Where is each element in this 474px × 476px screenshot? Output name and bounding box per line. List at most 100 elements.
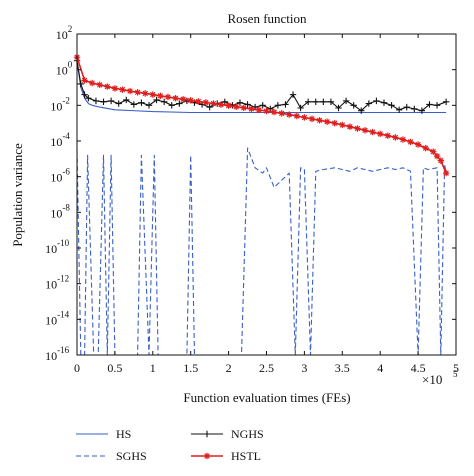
series-nghs-line — [76, 60, 447, 112]
series-hstl-point — [422, 144, 429, 152]
series-hstl-point — [225, 102, 232, 109]
series-nghs-point — [403, 103, 410, 111]
series-nghs-point — [153, 96, 160, 104]
series-nghs-point — [304, 98, 312, 105]
series-nghs-point — [176, 100, 183, 107]
series-nghs-point — [138, 99, 145, 106]
series-nghs-point — [327, 98, 335, 105]
y-tick-label: 10 -12 — [45, 274, 69, 292]
y-tick-label: 10 -8 — [50, 202, 70, 220]
series-nghs-point — [85, 95, 92, 102]
series-hstl-point — [119, 86, 126, 93]
series-nghs-point — [100, 98, 107, 105]
legend: HS SGHS NGHS HSTL — [76, 427, 264, 463]
series-hstl-point — [407, 138, 414, 146]
series-hstl-point — [437, 157, 445, 164]
series-nghs-point — [335, 104, 342, 112]
series-nghs-point — [168, 102, 175, 109]
series-hstl-point — [104, 83, 111, 90]
series-hstl-point — [187, 97, 194, 104]
x-axis-label: Function evaluation times (FEs) — [183, 390, 350, 405]
series-nghs — [73, 57, 450, 114]
y-tick-exp: -6 — [62, 167, 70, 177]
series-nghs-point — [312, 98, 319, 105]
series-nghs-point — [289, 91, 297, 98]
y-tick-base: 10 — [45, 242, 57, 256]
y-tick-exp: -4 — [62, 131, 70, 141]
series-nghs-point — [358, 107, 365, 114]
axes-layer: 0 0.5 1 1.5 2 2.5 3 3.5 4 4.5 510 210 010 -210 -410 -61… — [45, 24, 459, 375]
series-hstl-point — [354, 125, 361, 132]
series-hstl-point — [361, 127, 369, 134]
series-hstl-point — [323, 118, 331, 125]
series-nghs-point — [388, 102, 395, 109]
series-nghs-point — [259, 102, 266, 109]
series-hstl-point — [142, 90, 149, 97]
legend-item-nghs: NGHS — [191, 427, 264, 441]
plot-frame — [76, 33, 457, 356]
series-nghs-point — [365, 100, 373, 107]
legend-item-nghs-label: NGHS — [231, 427, 264, 441]
y-tick-exp: -2 — [62, 95, 70, 105]
series-nghs-point — [274, 102, 282, 109]
series-nghs-point — [426, 101, 433, 108]
legend-item-hs-label: HS — [116, 427, 131, 441]
series-hstl-point — [81, 77, 88, 84]
series-hstl-point — [331, 119, 338, 127]
series-hstl-point — [414, 141, 422, 148]
series-sghs — [76, 147, 447, 356]
y-tick-base: 10 — [50, 206, 62, 220]
series-hstl-point — [392, 134, 399, 141]
x-tick-label: 5 — [453, 361, 459, 375]
series-nghs-point — [130, 101, 138, 108]
legend-item-hstl: HSTL — [191, 449, 261, 463]
series-nghs-point — [244, 101, 251, 108]
series-hstl-point — [270, 108, 278, 116]
y-axis-label: Population variance — [10, 143, 25, 247]
y-tick-exp: -16 — [57, 345, 69, 355]
legend-item-hs: HS — [76, 427, 131, 441]
x-tick-label: 0.5 — [107, 361, 122, 375]
y-tick-base: 10 — [50, 99, 62, 113]
y-tick-label: 10 -10 — [45, 238, 69, 256]
y-tick-label: 10 -14 — [45, 309, 69, 327]
series-hstl-point — [126, 87, 134, 95]
x-multiplier-base: ×10 — [422, 372, 442, 387]
series-hstl-point — [316, 117, 323, 124]
series-nghs-point — [373, 97, 380, 105]
y-tick-label: 10 -6 — [50, 167, 70, 185]
series-hstl — [73, 53, 450, 177]
x-tick-label: 0 — [74, 361, 80, 375]
x-tick-label: 3 — [301, 361, 307, 375]
series-hstl-point — [384, 132, 391, 139]
y-tick-exp: -10 — [57, 238, 69, 248]
y-tick-label: 10 -4 — [50, 131, 70, 149]
series-nghs-point — [395, 106, 403, 113]
series-hstl-point — [346, 123, 354, 130]
y-tick-exp: 0 — [68, 60, 73, 70]
series-hstl-point — [232, 103, 240, 110]
x-multiplier: ×10 5 — [422, 369, 458, 387]
series-hstl-point — [255, 106, 263, 114]
series-hstl-point — [301, 114, 308, 121]
y-tick-base: 10 — [56, 64, 68, 78]
y-tick-base: 10 — [45, 349, 57, 363]
series-nghs-point — [236, 99, 244, 106]
x-multiplier-exp: 5 — [453, 369, 458, 379]
series-nghs-point — [282, 101, 289, 108]
series-nghs-point — [350, 102, 357, 109]
series-hstl-point — [442, 169, 450, 177]
series-hstl-point — [88, 79, 96, 87]
chart-title: Rosen function — [227, 11, 307, 26]
series-hstl-point — [286, 111, 293, 118]
series-nghs-point — [418, 107, 426, 114]
y-tick-label: 10 -16 — [45, 345, 69, 363]
series-hstl-point — [263, 107, 270, 115]
series-nghs-point — [411, 105, 418, 113]
legend-item-sghs-label: SGHS — [116, 449, 147, 463]
series-hstl-point — [308, 115, 316, 123]
y-tick-base: 10 — [45, 313, 57, 327]
series-layer — [73, 53, 450, 356]
series-sghs-line — [76, 147, 447, 356]
y-tick-base: 10 — [50, 135, 62, 149]
